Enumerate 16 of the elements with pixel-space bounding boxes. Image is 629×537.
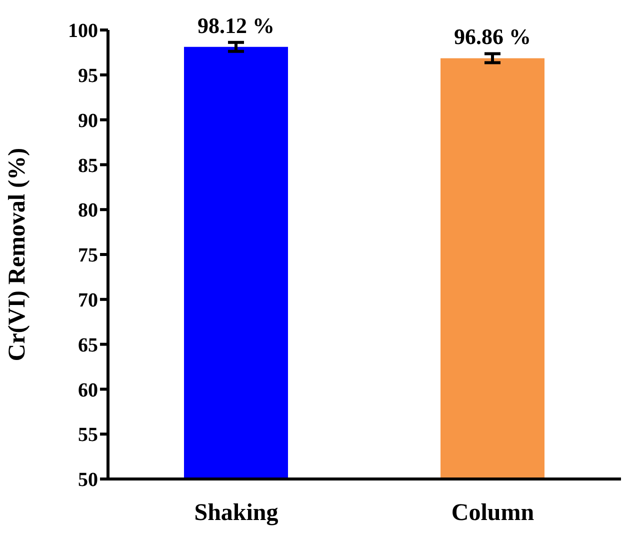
data-label: 98.12 %: [198, 12, 274, 38]
y-tick-label: 60: [78, 379, 98, 402]
y-tick-label: 70: [78, 290, 98, 312]
x-tick-label: Shaking: [194, 500, 278, 526]
y-tick-label: 85: [78, 154, 98, 177]
y-tick-label: 80: [78, 200, 98, 222]
y-tick-label: 75: [78, 244, 98, 267]
y-tick-label: 55: [78, 424, 98, 446]
data-label: 96.86 %: [454, 24, 531, 50]
y-axis-title: Cr(VI) Removal (%): [4, 148, 31, 362]
y-tick-label: 90: [78, 110, 98, 132]
x-tick-label: Column: [451, 500, 534, 526]
y-tick-label: 100: [68, 20, 98, 42]
y-tick-label: 50: [78, 469, 98, 492]
y-tick-label: 65: [78, 334, 98, 356]
y-tick-label: 95: [78, 65, 98, 87]
